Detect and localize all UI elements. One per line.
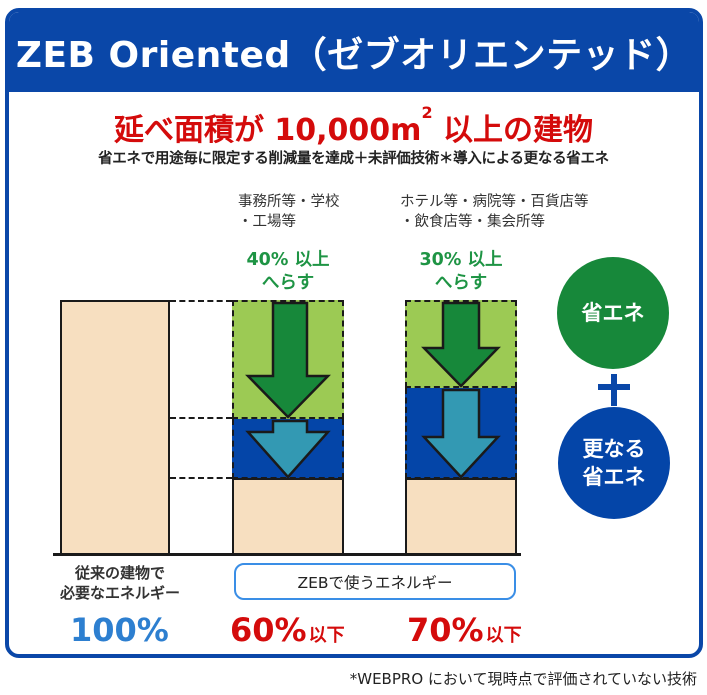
subline: 省エネで用途毎に限定する削減量を達成＋未評価技術＊導入による更なる省エネ	[98, 151, 609, 167]
category-label-hotel: ホテル等・病院等・百貨店等 ・飲食店等・集会所等	[400, 194, 589, 230]
category-label-office: 事務所等・学校 ・工場等	[238, 194, 340, 230]
headline-superscript: 2	[421, 103, 433, 122]
reduction-label-hotel: 30% 以上 へらす	[405, 249, 517, 295]
arrow-down-icon	[421, 301, 501, 479]
zeb-energy-box: ZEBで使うエネルギー	[234, 563, 516, 600]
guide-line-60	[170, 417, 232, 419]
arrow-down-icon	[245, 301, 331, 479]
reduction-office-line2: へらす	[261, 273, 315, 293]
reduction-label-office: 40% 以上 へらす	[232, 249, 344, 295]
percent-hotel-suffix: 以下	[485, 625, 522, 646]
reduction-office-line1: 40% 以上	[246, 250, 330, 270]
guide-line-100	[170, 300, 232, 302]
plus-icon	[598, 374, 630, 406]
chart-baseline	[53, 553, 521, 556]
page-title: ZEB Oriented（ゼブオリエンテッド）	[9, 12, 699, 92]
legend-further-saving-line1: 更なる	[582, 437, 646, 461]
footnote: *WEBPRO において現時点で評価されていない技術	[349, 670, 697, 688]
headline-suffix: 以上の建物	[432, 113, 594, 148]
percent-office-suffix: 以下	[308, 625, 345, 646]
bar-hotel-zeb-energy	[405, 478, 517, 555]
bar-conventional	[60, 300, 170, 555]
conventional-label-line1: 従来の建物で	[74, 564, 165, 582]
percent-hotel: 70% 以下	[407, 612, 522, 654]
guide-line-40	[170, 477, 232, 479]
conventional-label-line2: 必要なエネルギー	[59, 584, 180, 602]
legend-further-saving: 更なる 省エネ	[558, 407, 670, 519]
percent-hotel-value: 70%	[407, 611, 484, 649]
bar-office-zeb-energy	[232, 478, 344, 555]
headline: 延べ面積が 10,000m2 以上の建物	[0, 103, 707, 149]
legend-further-saving-line2: 省エネ	[582, 465, 646, 489]
percent-conventional: 100%	[70, 611, 169, 649]
reduction-hotel-line2: へらす	[434, 273, 488, 293]
reduction-hotel-line1: 30% 以上	[419, 250, 503, 270]
conventional-label: 従来の建物で 必要なエネルギー	[40, 563, 200, 603]
headline-prefix: 延べ面積が 10,000m	[113, 113, 422, 148]
percent-office-value: 60%	[230, 611, 307, 649]
percent-office: 60% 以下	[230, 612, 345, 654]
legend-energy-saving: 省エネ	[557, 257, 669, 369]
